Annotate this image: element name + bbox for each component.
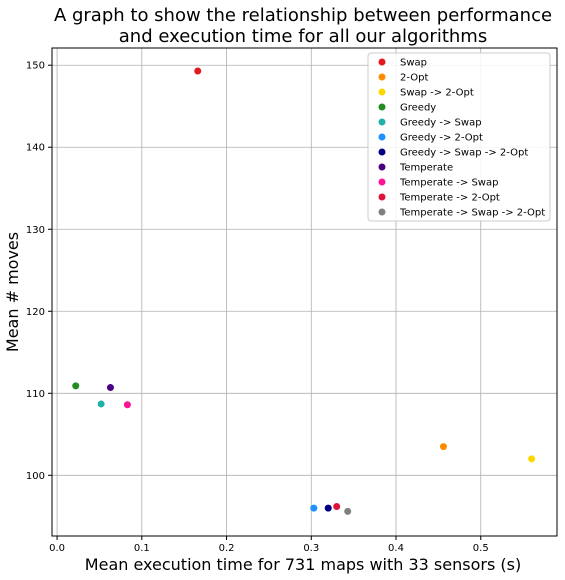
y-tick-label: 140 (26, 143, 45, 154)
data-point (439, 443, 447, 451)
legend-label: Temperate -> Swap -> 2-Opt (399, 208, 545, 219)
data-point (123, 401, 131, 409)
legend-marker (378, 118, 386, 126)
legend-label: Temperate (399, 163, 453, 174)
legend-marker (378, 163, 386, 171)
y-axis-label: Mean # moves (3, 232, 22, 352)
x-tick-label: 0.4 (388, 543, 404, 554)
data-point (72, 382, 80, 390)
legend-marker (378, 133, 386, 141)
legend-label: 2-Opt (400, 73, 428, 84)
y-tick-label: 120 (26, 307, 45, 318)
legend-label: Greedy (400, 103, 436, 114)
chart-title-line-1: A graph to show the relationship between… (54, 5, 552, 26)
legend-label: Greedy -> Swap (400, 118, 482, 129)
legend-marker (378, 148, 386, 156)
data-point (97, 400, 105, 408)
x-tick-label: 0.1 (134, 543, 150, 554)
legend-marker (378, 178, 386, 186)
legend-marker (378, 88, 386, 96)
data-points (72, 67, 536, 515)
data-point (324, 504, 332, 512)
legend-marker (378, 73, 386, 81)
legend-label: Swap -> 2-Opt (400, 88, 474, 99)
data-point (106, 384, 114, 392)
legend-marker (378, 208, 386, 216)
legend-label: Greedy -> Swap -> 2-Opt (400, 148, 528, 159)
legend-label: Temperate -> Swap (399, 178, 498, 189)
legend-marker (378, 103, 386, 111)
y-tick-label: 100 (26, 471, 45, 482)
data-point (344, 507, 352, 515)
y-tick-label: 110 (26, 389, 45, 400)
axis-ticks: 0.0 0.1 0.2 0.3 0.4 0.5 100 110 120 130 140 150 (26, 61, 489, 554)
x-tick-label: 0.0 (49, 543, 65, 554)
y-tick-label: 130 (26, 225, 45, 236)
x-tick-label: 0.3 (303, 543, 319, 554)
x-axis-label: Mean execution time for 731 maps with 33… (85, 555, 521, 574)
legend-label: Greedy -> 2-Opt (400, 133, 483, 144)
legend-marker (378, 193, 386, 201)
legend-label: Swap (400, 58, 427, 69)
data-point (310, 504, 318, 512)
x-tick-label: 0.5 (473, 543, 489, 554)
data-point (528, 455, 536, 463)
data-point (194, 67, 202, 75)
chart-title-line-2: and execution time for all our algorithm… (119, 26, 487, 47)
legend-label: Temperate -> 2-Opt (399, 193, 500, 204)
legend-marker (378, 58, 386, 66)
x-tick-label: 0.2 (219, 543, 235, 554)
y-tick-label: 150 (26, 61, 45, 72)
plot-frame (51, 47, 558, 537)
legend: Swap 2-Opt Swap -> 2-Opt Greedy Greedy -> Sw… (367, 52, 551, 222)
legend-box (367, 52, 551, 222)
data-point (333, 502, 341, 510)
